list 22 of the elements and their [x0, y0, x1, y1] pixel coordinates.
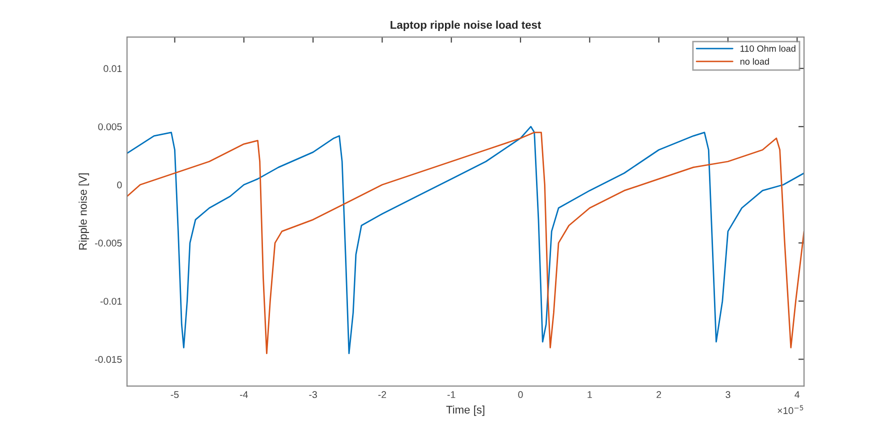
y-tick-label: -0.01: [100, 298, 122, 305]
x-tick-label: -5: [170, 391, 179, 398]
x-axis-title: Time [s]: [446, 406, 484, 416]
legend-label: 110 Ohm load: [740, 45, 796, 52]
x-tick-label: 1: [588, 391, 592, 398]
y-tick-label: -0.015: [95, 356, 122, 363]
x-tick-label: -4: [240, 391, 248, 398]
y-tick-label: -0.005: [95, 240, 122, 247]
x-tick-label: -2: [378, 391, 386, 398]
x-tick-label: -3: [309, 391, 317, 398]
x-tick-label: 0: [518, 391, 523, 398]
text: ×10$^{−5}$: [778, 405, 804, 414]
y-tick-label: 0.01: [104, 65, 122, 72]
legend-label: no load: [740, 58, 769, 65]
chart-title: Laptop ripple noise load test: [390, 20, 542, 31]
y-tick-label: 0.005: [98, 123, 122, 130]
y-axis-title: Ripple noise [V]: [78, 173, 90, 250]
x-tick-label: -1: [447, 391, 456, 398]
x-tick-label: 3: [726, 391, 730, 398]
x-tick-label: 2: [656, 391, 662, 398]
y-tick-label: 0: [117, 182, 122, 188]
x-tick-label: 4: [794, 391, 800, 398]
